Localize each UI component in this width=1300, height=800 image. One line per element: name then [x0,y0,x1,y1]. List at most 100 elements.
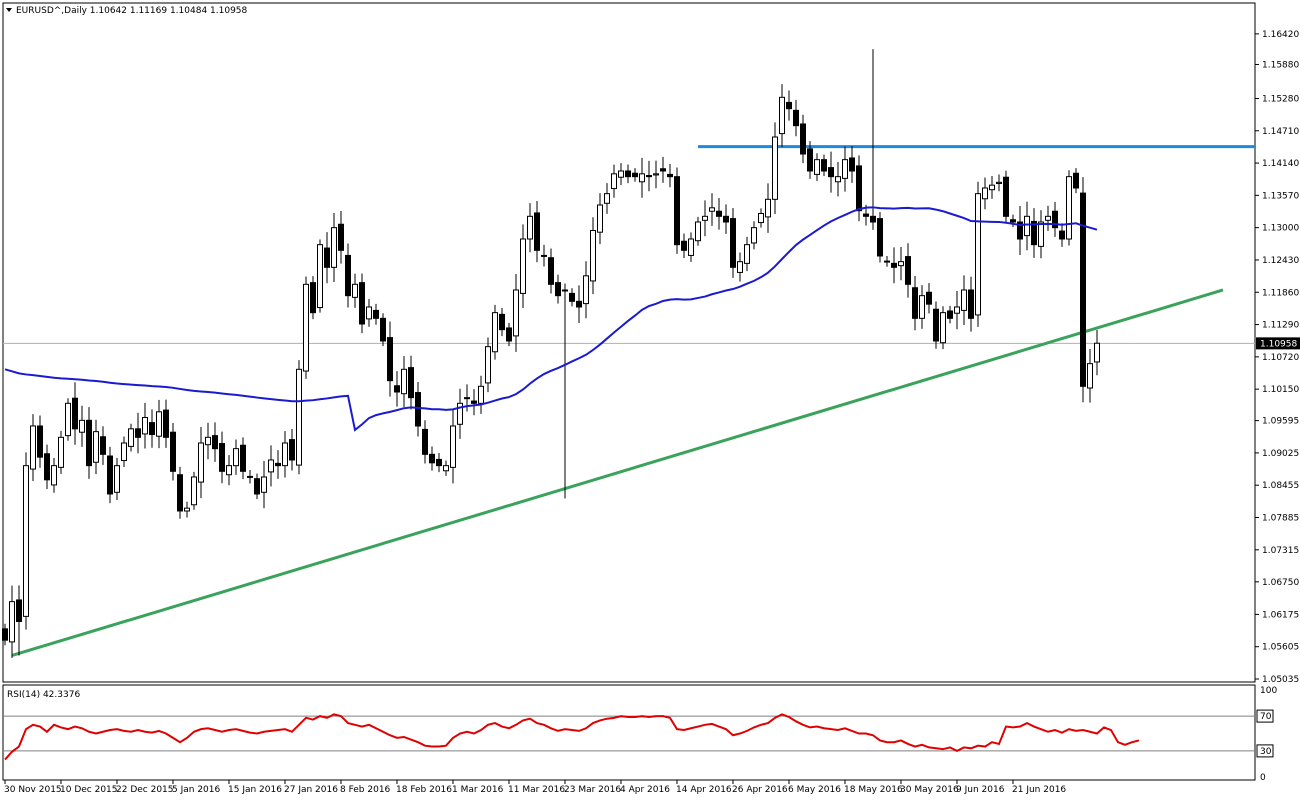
candle[interactable] [856,155,862,222]
candle[interactable] [667,163,673,188]
candle[interactable] [625,164,631,184]
candle[interactable] [744,236,750,272]
candle[interactable] [86,407,92,479]
candle[interactable] [142,402,148,449]
candle[interactable] [23,452,29,630]
candle[interactable] [989,175,995,199]
candle[interactable] [303,276,309,379]
candle[interactable] [184,501,190,518]
candle[interactable] [779,84,785,147]
candle[interactable] [905,243,911,298]
candle[interactable] [457,388,463,439]
candle[interactable] [492,304,498,360]
candle[interactable] [415,382,421,437]
candle[interactable] [940,306,946,350]
candle[interactable] [72,382,78,445]
candle[interactable] [772,122,778,214]
candle[interactable] [947,305,953,324]
candle[interactable] [520,224,526,309]
candle[interactable] [513,274,519,352]
candle[interactable] [597,193,603,245]
candle[interactable] [1031,208,1037,258]
candle[interactable] [436,452,442,473]
candle[interactable] [499,307,505,337]
candle[interactable] [954,291,960,330]
candle[interactable] [562,283,568,499]
candle[interactable] [548,248,554,294]
candle[interactable] [408,355,414,410]
candle[interactable] [849,146,855,183]
candle[interactable] [835,162,841,197]
candle[interactable] [51,457,57,493]
candle[interactable] [898,247,904,281]
candle[interactable] [58,430,64,474]
candle[interactable] [660,156,666,183]
candle[interactable] [163,399,169,448]
candle[interactable] [93,419,99,475]
candle[interactable] [632,168,638,182]
candle[interactable] [177,466,183,519]
candle[interactable] [534,201,540,263]
candle[interactable] [821,154,827,177]
candle[interactable] [1080,177,1086,403]
candle[interactable] [926,283,932,314]
candle[interactable] [233,439,239,475]
candle[interactable] [387,321,393,397]
candle[interactable] [569,288,575,307]
candle[interactable] [212,422,218,462]
candle[interactable] [478,375,484,414]
candle[interactable] [261,461,267,509]
candle[interactable] [247,469,253,484]
candle[interactable] [100,426,106,465]
candle[interactable] [359,273,365,334]
candle[interactable] [583,261,589,319]
candle[interactable] [982,177,988,210]
candle[interactable] [975,181,981,327]
candle[interactable] [793,99,799,137]
candle[interactable] [1052,202,1058,237]
candle[interactable] [541,244,547,267]
candle[interactable] [1003,170,1009,223]
candle[interactable] [79,405,85,447]
candle[interactable] [1066,170,1072,246]
candle[interactable] [576,285,582,323]
candle[interactable] [933,301,939,349]
candle[interactable] [401,356,407,407]
candle[interactable] [9,585,15,658]
candle[interactable] [1017,206,1023,255]
candle[interactable] [891,247,897,284]
candle[interactable] [506,322,512,347]
candle[interactable] [1010,214,1016,228]
candle[interactable] [639,157,645,198]
candle[interactable] [919,285,925,329]
candle[interactable] [380,313,386,347]
candle[interactable] [716,197,722,230]
candle[interactable] [338,211,344,264]
candle[interactable] [961,275,967,326]
candle[interactable] [688,232,694,262]
candle[interactable] [870,49,876,230]
candle[interactable] [44,444,50,490]
candle[interactable] [912,275,918,331]
candle[interactable] [1094,329,1100,376]
candle[interactable] [814,153,820,181]
candle[interactable] [198,427,204,499]
candle[interactable] [310,276,316,320]
candle[interactable] [877,212,883,263]
candle[interactable] [107,446,113,504]
candle[interactable] [996,174,1002,192]
support-trendline[interactable] [11,288,1224,657]
candle[interactable] [842,146,848,192]
candle[interactable] [443,460,449,476]
candle[interactable] [240,437,246,480]
candle[interactable] [765,183,771,233]
candle[interactable] [331,213,337,282]
candle[interactable] [702,200,708,237]
candle[interactable] [884,255,890,267]
candle[interactable] [65,398,71,441]
candle[interactable] [695,216,701,246]
candle[interactable] [254,473,260,500]
candle[interactable] [471,389,477,416]
candle[interactable] [618,163,624,186]
candle[interactable] [611,164,617,198]
